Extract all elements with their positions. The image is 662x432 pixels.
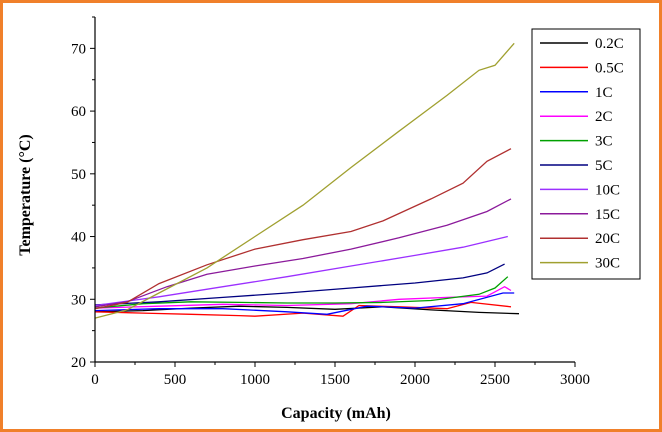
legend-label-1: 0.5C [595,60,624,76]
series-line-7 [94,198,512,308]
legend-label-2: 1C [595,85,613,101]
legend-label-4: 3C [595,134,613,150]
legend-label-5: 5C [595,158,613,174]
legend: 0.2C 0.5C 1C 2C 3C 5C 10C 15C 20C 30C [531,28,641,280]
series-line-3 [94,285,512,309]
y-tick-label: 70 [71,41,86,57]
series-line-8 [94,148,512,310]
legend-label-7: 15C [595,207,620,223]
series-line-2 [94,292,515,315]
x-tick-label: 0 [91,372,99,388]
series-group [94,42,520,319]
series-line-4 [94,276,509,309]
x-tick-label: 1000 [240,372,270,388]
y-tick-label: 50 [71,167,86,183]
axes: 0 500 1000 1500 2000 2500 3000 20 30 40 50 60 70 [71,16,590,388]
y-tick-label: 30 [71,292,86,308]
x-tick-label: 2000 [400,372,430,388]
legend-label-8: 20C [595,231,620,247]
y-axis-title: Temperature (°C) [17,134,34,255]
y-tick-label: 60 [71,104,86,120]
x-tick-label: 1500 [320,372,350,388]
x-tick-label: 500 [164,372,187,388]
x-tick-label: 3000 [560,372,590,388]
legend-label-0: 0.2C [595,36,624,52]
series-line-9 [94,42,515,319]
series-line-6 [94,235,508,307]
y-tick-label: 40 [71,230,86,246]
legend-label-6: 10C [595,182,620,198]
x-axis-title: Capacity (mAh) [281,405,391,422]
legend-label-3: 2C [595,109,613,125]
series-line-5 [94,263,505,306]
legend-box [531,28,641,280]
legend-label-9: 30C [595,256,620,272]
x-tick-label: 2500 [480,372,510,388]
y-tick-label: 20 [71,355,86,371]
